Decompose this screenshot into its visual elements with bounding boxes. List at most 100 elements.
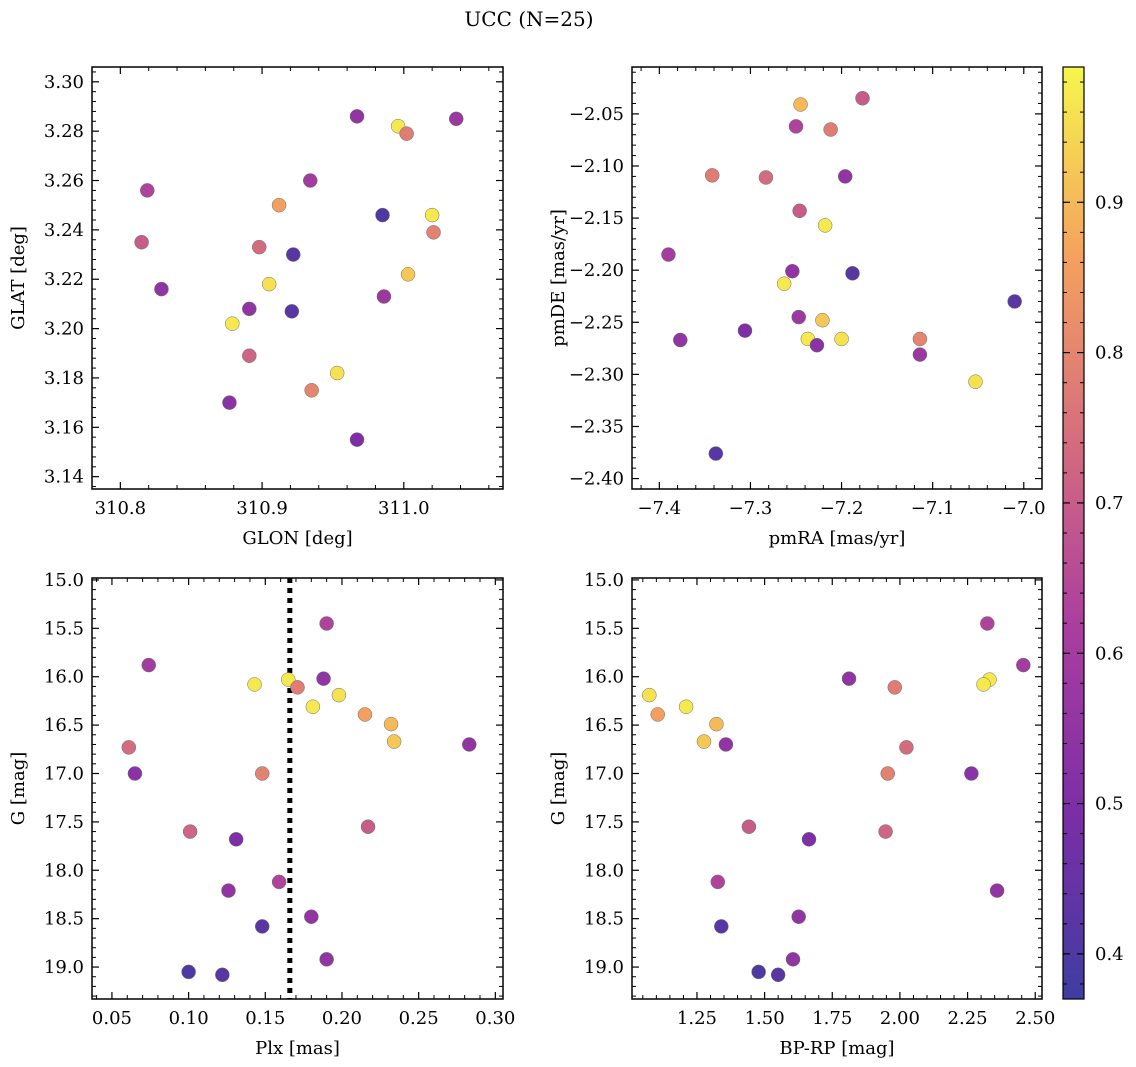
x-tick-label: −7.1 bbox=[911, 498, 955, 519]
panel-pmra-pmde: −7.4 −7.3 −7.2 −7.1 −7.0 −2.40 −2.35 −2.30 −2.25… bbox=[548, 66, 1046, 549]
scatter-point bbox=[304, 383, 319, 398]
scatter-point bbox=[792, 203, 807, 219]
y-tick-label: −2.30 bbox=[569, 364, 624, 385]
scatter-point bbox=[305, 699, 321, 714]
y-axis-label: G [mag] bbox=[548, 752, 569, 825]
scatter-point bbox=[225, 316, 240, 331]
colorbar-tick-label: 0.7 bbox=[1095, 493, 1124, 514]
plot-frame bbox=[631, 577, 1043, 1000]
y-tick-label: 18.0 bbox=[584, 860, 624, 881]
scatter-point bbox=[709, 716, 724, 732]
y-tick-label: 18.5 bbox=[44, 909, 84, 930]
scatter-point bbox=[887, 680, 903, 695]
y-tick-label: 17.0 bbox=[44, 763, 84, 784]
scatter-point bbox=[254, 766, 270, 781]
scatter-point bbox=[349, 109, 365, 124]
scatter-point bbox=[678, 699, 694, 714]
scatter-point bbox=[980, 616, 995, 631]
scatter-point bbox=[714, 919, 729, 934]
scatter-point bbox=[304, 909, 319, 924]
y-tick-label: 3.22 bbox=[44, 269, 84, 290]
scatter-point bbox=[776, 276, 792, 291]
colorbar-tick-label: 0.4 bbox=[1095, 944, 1124, 965]
x-tick-label: 310.8 bbox=[95, 498, 147, 519]
scatter-point bbox=[222, 395, 237, 410]
scatter-point bbox=[964, 766, 979, 781]
figure-title: UCC (N=25) bbox=[464, 7, 593, 31]
scatter-point bbox=[791, 309, 806, 325]
scatter-point bbox=[880, 766, 895, 781]
y-tick-label: 16.5 bbox=[584, 715, 624, 736]
x-tick-label: 311.0 bbox=[378, 498, 430, 519]
x-tick-label: 2.25 bbox=[948, 1008, 988, 1029]
y-tick-label: 3.14 bbox=[44, 467, 84, 488]
y-tick-label: 3.20 bbox=[44, 319, 84, 340]
y-tick-label: 18.0 bbox=[44, 860, 84, 881]
y-tick-label: −2.20 bbox=[569, 260, 624, 281]
scatter-point bbox=[737, 323, 753, 338]
x-tick-label: −7.0 bbox=[1002, 498, 1046, 519]
y-tick-label: 3.18 bbox=[44, 368, 84, 389]
scatter-point bbox=[182, 824, 198, 839]
scatter-point bbox=[448, 111, 464, 127]
scatter-point bbox=[247, 677, 262, 692]
y-tick-label: 17.0 bbox=[584, 763, 624, 784]
x-tick-label: 1.25 bbox=[677, 1008, 717, 1029]
x-tick-label: 1.50 bbox=[745, 1008, 785, 1029]
scatter-point bbox=[989, 883, 1005, 898]
scatter-point bbox=[834, 331, 849, 347]
scatter-point bbox=[791, 909, 806, 924]
scatter-point bbox=[801, 832, 817, 847]
scatter-point bbox=[261, 276, 277, 292]
colorbar-tick-label: 0.9 bbox=[1095, 192, 1124, 213]
y-axis-label: GLAT [deg] bbox=[8, 226, 29, 330]
scatter-point bbox=[841, 671, 857, 686]
scatter-point bbox=[673, 332, 688, 348]
scatter-point bbox=[154, 281, 169, 297]
scatter-point bbox=[424, 207, 440, 223]
scatter-point bbox=[968, 374, 983, 389]
scatter-point bbox=[331, 687, 347, 703]
y-tick-label: 19.0 bbox=[44, 957, 84, 978]
scatter-point bbox=[751, 964, 766, 980]
scatter-point bbox=[290, 680, 305, 695]
scatter-point bbox=[383, 716, 399, 732]
scatter-point bbox=[718, 737, 734, 752]
y-tick-label: −2.25 bbox=[569, 312, 624, 333]
scatter-point bbox=[758, 170, 774, 185]
x-tick-label: 0.20 bbox=[322, 1008, 362, 1029]
y-tick-label: −2.40 bbox=[569, 469, 624, 490]
y-tick-label: 16.5 bbox=[44, 715, 84, 736]
scatter-point bbox=[741, 819, 757, 834]
y-tick-label: −2.35 bbox=[569, 416, 624, 437]
scatter-point bbox=[357, 707, 373, 722]
scatter-point bbox=[845, 266, 860, 281]
scatter-point bbox=[329, 365, 345, 381]
scatter-point bbox=[809, 337, 825, 353]
plot-frame bbox=[631, 66, 1043, 490]
x-axis-label: Plx [mas] bbox=[255, 1038, 340, 1059]
scatter-point bbox=[785, 263, 800, 279]
x-tick-label: 0.05 bbox=[92, 1008, 132, 1029]
plot-frame bbox=[91, 577, 504, 1000]
scatter-point bbox=[912, 331, 928, 347]
scatter-point bbox=[817, 218, 833, 233]
scatter-point bbox=[303, 173, 318, 188]
scatter-point bbox=[855, 91, 870, 106]
y-tick-label: 15.5 bbox=[584, 618, 624, 639]
x-tick-label: 2.50 bbox=[1015, 1008, 1055, 1029]
scatter-point bbox=[912, 347, 928, 362]
x-tick-label: −7.2 bbox=[820, 498, 864, 519]
y-tick-label: 15.0 bbox=[44, 570, 84, 591]
scatter-point bbox=[242, 301, 257, 317]
scatter-point bbox=[708, 446, 724, 461]
scatter-point bbox=[121, 740, 137, 755]
panel-bprp-g: 1.25 1.50 1.75 2.00 2.25 2.50 15.0 15.5 16.0 16.5… bbox=[548, 570, 1055, 1059]
scatter-point bbox=[788, 119, 804, 134]
scatter-point bbox=[462, 737, 477, 752]
y-tick-label: 17.5 bbox=[584, 812, 624, 833]
panel-plx-g: 0.05 0.10 0.15 0.20 0.25 0.30 15.0 15.5 16.0 16.5… bbox=[8, 570, 515, 1059]
x-axis-label: pmRA [mas/yr] bbox=[769, 528, 906, 549]
scatter-point bbox=[271, 874, 287, 890]
scatter-point bbox=[399, 126, 414, 141]
